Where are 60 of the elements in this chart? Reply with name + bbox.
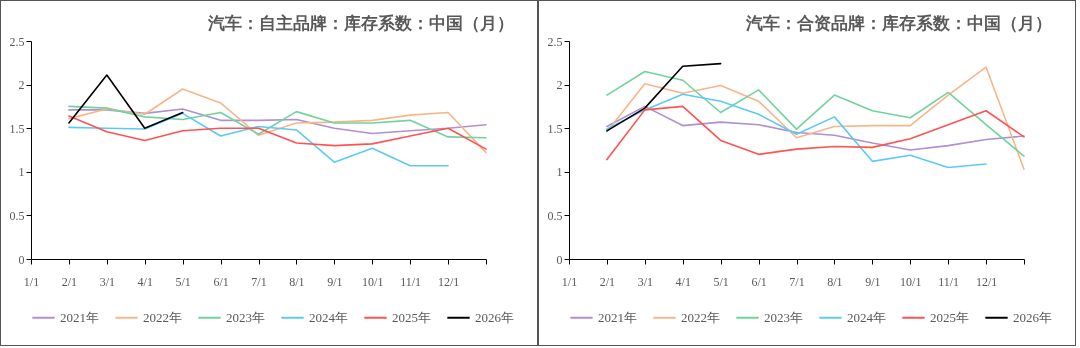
x-tick-label: 5/1 [713,274,729,289]
legend-label: 2021年 [60,309,99,325]
x-tick-label: 4/1 [675,274,691,289]
legend-label: 2024年 [847,309,886,325]
x-tick-label: 10/1 [362,274,384,289]
line-series [606,105,1025,151]
chart-title: 汽车：自主品牌：库存系数：中国（月） [207,14,514,33]
x-tick-label: 11/1 [938,274,960,289]
line-series [606,66,1025,170]
y-tick-label: 1.5 [9,121,25,136]
line-series [606,93,987,169]
x-tick-label: 12/1 [975,274,998,289]
legend-label: 2022年 [681,309,720,325]
legend-label: 2023年 [226,309,265,325]
x-tick-label: 12/1 [437,274,460,289]
x-tick-label: 3/1 [637,274,654,289]
x-tick-label: 2/1 [599,274,616,289]
y-tick-label: 2.5 [9,34,25,49]
x-tick-label: 1/1 [23,274,40,289]
x-tick-label: 4/1 [137,274,153,289]
legend-label: 2025年 [930,309,969,325]
x-tick-label: 6/1 [751,274,767,289]
y-tick-label: 1 [18,165,25,180]
legend-label: 2026年 [475,309,514,325]
y-tick-label: 1.5 [547,121,563,136]
x-tick-label: 9/1 [327,274,343,289]
line-series [68,115,487,150]
y-tick-label: 0 [556,252,563,267]
legend-label: 2024年 [309,309,348,325]
x-tick-label: 6/1 [213,274,229,289]
x-tick-label: 3/1 [99,274,116,289]
legend-label: 2026年 [1013,309,1052,325]
x-tick-label: 7/1 [789,274,805,289]
x-tick-label: 9/1 [865,274,881,289]
x-tick-label: 8/1 [289,274,305,289]
y-tick-label: 2.5 [547,34,563,49]
line-series [68,112,449,167]
y-tick-label: 2 [556,78,563,93]
legend-label: 2025年 [392,309,431,325]
line-series [606,70,1025,157]
line-series [606,105,1025,161]
x-tick-label: 11/1 [400,274,422,289]
x-tick-label: 2/1 [61,274,78,289]
x-tick-label: 1/1 [561,274,578,289]
x-tick-label: 10/1 [900,274,922,289]
y-tick-label: 0 [18,252,25,267]
legend-label: 2021年 [598,309,637,325]
y-tick-label: 0.5 [547,208,563,223]
legend-label: 2022年 [143,309,182,325]
y-tick-label: 2 [18,78,25,93]
x-tick-label: 8/1 [827,274,843,289]
x-tick-label: 7/1 [251,274,267,289]
line-series [606,62,722,132]
y-tick-label: 1 [556,165,563,180]
x-tick-label: 5/1 [175,274,191,289]
y-tick-label: 0.5 [9,208,25,223]
line-series [68,74,184,129]
chart-title: 汽车：合资品牌：库存系数：中国（月） [745,14,1052,33]
legend-label: 2023年 [764,309,803,325]
line-series [68,88,487,154]
